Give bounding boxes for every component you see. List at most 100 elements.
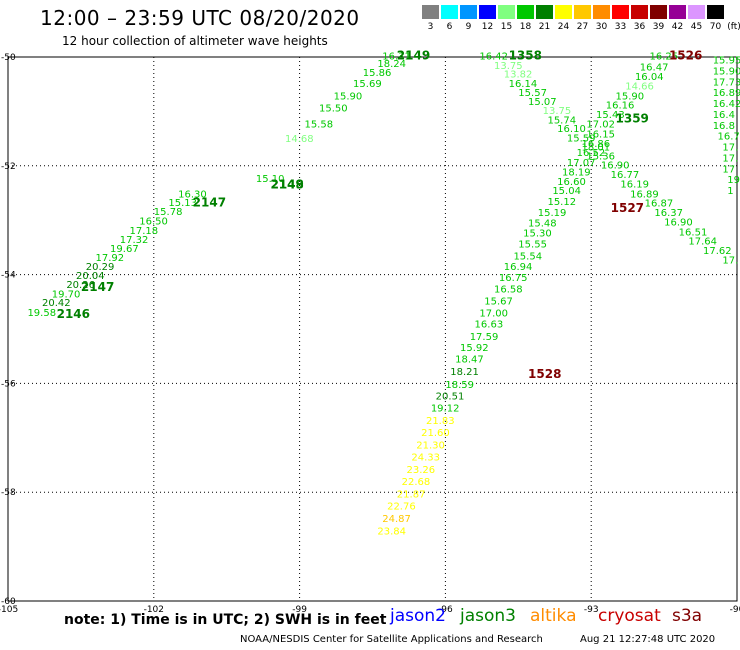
wave-height-label: 15.48	[528, 219, 557, 230]
legend-label: 45	[690, 22, 703, 32]
wave-height-label: 16.90	[601, 161, 630, 172]
legend-label: 18	[519, 22, 532, 32]
wave-height-label: 21.60	[421, 428, 450, 439]
wave-height-label: 15.95	[713, 56, 740, 67]
wave-height-label: 16.14	[509, 79, 538, 90]
wave-height-label: 17.92	[95, 253, 124, 264]
wave-height-label: 15.92	[460, 343, 489, 354]
wave-height-label: 15.90	[713, 66, 740, 77]
wave-height-label: 15.50	[319, 103, 348, 114]
lon-tick-label: -102	[144, 605, 164, 615]
wave-height-label: 16.86	[581, 139, 610, 150]
legend-label: 39	[652, 22, 665, 32]
legend-swatch	[650, 5, 667, 19]
wave-height-label: 15.57	[518, 88, 547, 99]
satellite-name: s3a	[672, 606, 703, 626]
lat-tick-label: -52	[1, 162, 16, 172]
legend-swatch	[612, 5, 629, 19]
wave-height-label: 16.42	[479, 52, 508, 63]
wave-height-label: 16.77	[611, 170, 640, 181]
wave-height-label: 13.82	[504, 70, 533, 81]
wave-height-label: 16.94	[504, 262, 533, 273]
legend-label: 70	[709, 22, 722, 32]
satellite-name: cryosat	[598, 606, 661, 626]
wave-height-label: 14.68	[285, 134, 314, 145]
wave-height-label: 15.43	[596, 110, 625, 121]
satellite-name: jason2	[390, 606, 446, 626]
legend-label: 33	[614, 22, 627, 32]
lat-tick-label: -60	[1, 597, 16, 607]
wave-height-label: 19.58	[27, 308, 56, 319]
wave-height-label: 17.32	[120, 235, 149, 246]
wave-height-label: 18.01	[581, 143, 610, 154]
wave-height-label: 16.10	[557, 124, 586, 135]
wave-height-label: 19.70	[52, 289, 81, 300]
wave-height-label: 15.13	[168, 198, 197, 209]
wave-height-label: 16.60	[557, 177, 586, 188]
map-frame	[7, 56, 738, 602]
pass-id-label: 1526	[669, 49, 702, 63]
wave-height-label: 15.59	[567, 133, 596, 144]
wave-height-label: 16.4	[713, 110, 735, 121]
wave-height-label: 16.50	[139, 217, 168, 228]
wave-height-label: 19.67	[110, 244, 139, 255]
satellite-name: jason3	[460, 606, 516, 626]
legend-swatch	[555, 5, 572, 19]
legend-swatch	[422, 5, 439, 19]
pass-id-label: 1359	[616, 111, 649, 125]
wave-height-label: 19.12	[431, 404, 460, 415]
wave-height-label: 22.76	[387, 502, 416, 513]
wave-height-label: 18.21	[450, 367, 479, 378]
wave-height-label: 15.58	[304, 120, 333, 131]
wave-height-label: 16.89	[713, 88, 740, 99]
page-subtitle: 12 hour collection of altimeter wave hei…	[62, 34, 328, 48]
wave-height-label: 16.31	[382, 52, 411, 63]
wave-height-label: 15.86	[363, 68, 392, 79]
lon-tick-label: -96	[438, 605, 453, 615]
legend-swatch	[707, 5, 724, 19]
wave-height-label: 16.58	[494, 285, 523, 296]
wave-height-label: 16.42	[713, 99, 740, 110]
wave-height-label: 15.69	[353, 79, 382, 90]
wave-height-label: 20.29	[86, 262, 115, 273]
wave-height-label: 17.64	[688, 237, 717, 248]
lon-tick-label: -90	[730, 605, 740, 615]
wave-height-label: 18.19	[562, 168, 591, 179]
pass-id-label: 1528	[528, 367, 561, 381]
wave-height-label: 13.75	[543, 106, 572, 117]
pass-id-label: 1358	[509, 49, 542, 63]
satellite-name: altika	[530, 606, 577, 626]
wave-height-label: 21.30	[416, 441, 445, 452]
legend-label: 27	[576, 22, 589, 32]
wave-height-label: 15.90	[616, 91, 645, 102]
wave-height-label: 16.7	[718, 132, 740, 143]
wave-height-label: 15.78	[154, 207, 183, 218]
wave-height-label: 15.36	[586, 151, 615, 162]
wave-height-label: 21.87	[397, 490, 426, 501]
wave-height-label: 16.15	[586, 130, 615, 141]
lat-tick-label: -54	[1, 271, 16, 281]
page-title: 12:00 – 23:59 UTC 08/20/2020	[40, 6, 360, 30]
legend-label: 21	[538, 22, 551, 32]
wave-height-label: 23.84	[377, 527, 406, 538]
legend-label: 6	[446, 22, 453, 32]
wave-height-label: 16.16	[606, 101, 635, 112]
legend-swatch	[517, 5, 534, 19]
wave-height-label: 18.47	[455, 355, 484, 366]
lon-tick-label: -93	[584, 605, 599, 615]
wave-height-label: 17.00	[479, 308, 508, 319]
wave-height-label: 17.59	[470, 332, 499, 343]
wave-height-label: 24.87	[382, 514, 411, 525]
wave-height-label: 23.26	[407, 465, 436, 476]
generation-timestamp: Aug 21 12:27:48 UTC 2020	[580, 634, 716, 645]
footer-credit: NOAA/NESDIS Center for Satellite Applica…	[240, 634, 543, 645]
legend-swatch	[460, 5, 477, 19]
wave-height-label: 15.55	[518, 239, 547, 250]
wave-height-label: 17.	[722, 153, 738, 164]
legend-label: 42	[671, 22, 684, 32]
lon-tick-label: -99	[292, 605, 307, 615]
wave-height-label: 16.87	[645, 199, 674, 210]
wave-height-label: 24.33	[411, 453, 440, 464]
legend-label: 30	[595, 22, 608, 32]
